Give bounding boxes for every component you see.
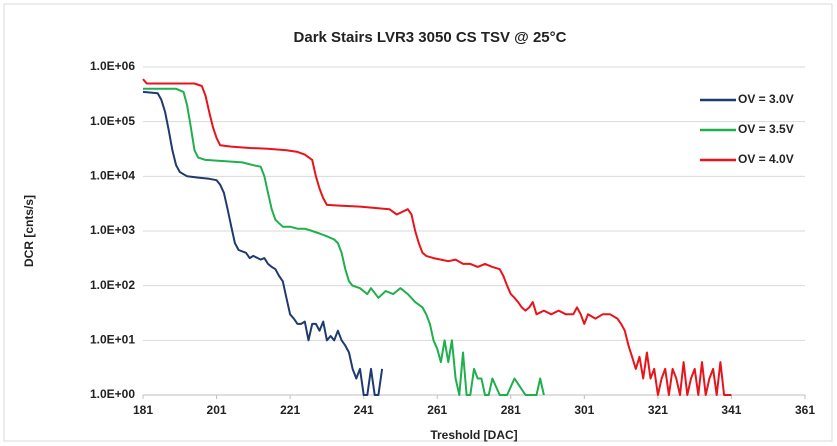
y-tick-label: 1.0E+05 [90, 114, 135, 128]
chart-border [3, 3, 833, 442]
y-tick-label: 1.0E+02 [90, 278, 135, 292]
chart-title: Dark Stairs LVR3 3050 CS TSV @ 25°C [294, 29, 567, 46]
x-tick-label: 181 [133, 403, 153, 417]
x-tick-label: 321 [648, 403, 668, 417]
x-axis-label: Treshold [DAC] [430, 428, 517, 442]
y-tick-label: 1.0E+03 [90, 223, 135, 237]
x-tick-label: 341 [721, 403, 741, 417]
x-tick-label: 201 [207, 403, 227, 417]
x-tick-label: 281 [501, 403, 521, 417]
legend-label: OV = 4.0V [738, 152, 794, 166]
x-tick-label: 301 [574, 403, 594, 417]
x-tick-label: 241 [354, 403, 374, 417]
x-tick-label: 361 [795, 403, 815, 417]
y-tick-label: 1.0E+01 [90, 333, 135, 347]
series-line [142, 90, 384, 396]
x-tick-label: 261 [427, 403, 447, 417]
legend-label: OV = 3.5V [738, 122, 794, 136]
y-axis-label: DCR [cnts/s] [22, 195, 36, 267]
series-line [143, 87, 545, 396]
y-tick-label: 1.0E+04 [90, 169, 135, 183]
x-tick-label: 221 [280, 403, 300, 417]
legend-label: OV = 3.0V [738, 92, 794, 106]
y-tick-label: 1.0E+06 [90, 59, 135, 73]
y-tick-label: 1.0E+00 [90, 387, 135, 401]
series-line [142, 78, 732, 396]
